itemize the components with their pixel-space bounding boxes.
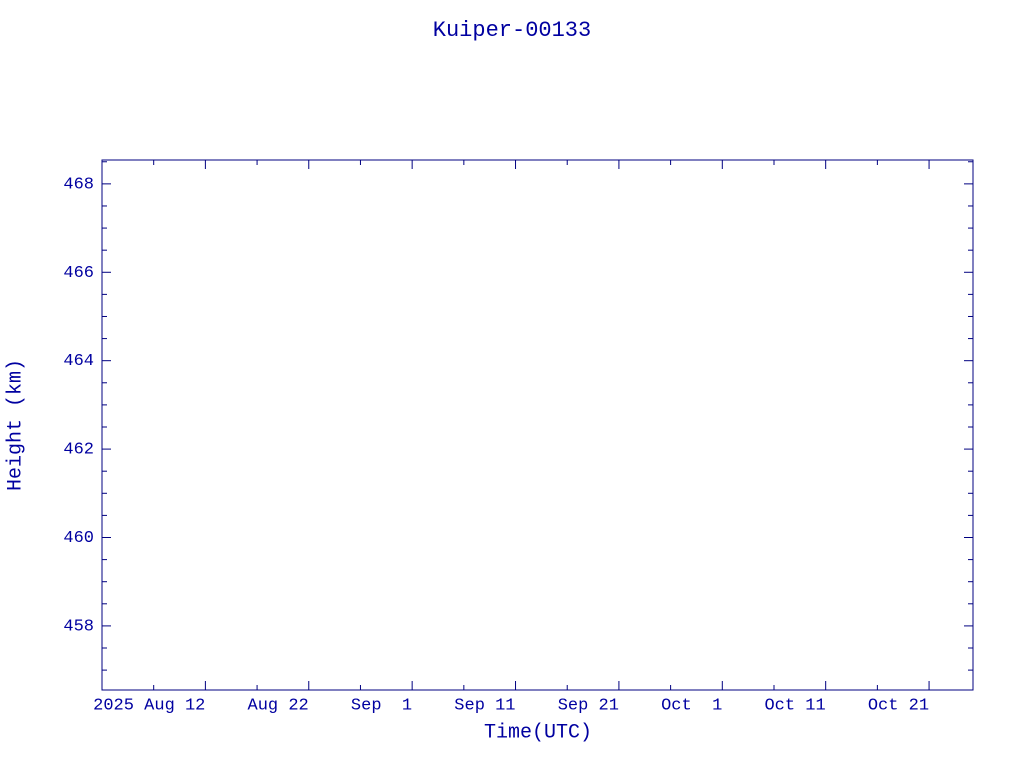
- x-tick-label: Sep 21: [558, 696, 619, 715]
- chart-title: Kuiper-00133: [433, 18, 591, 43]
- x-axis-label: Time(UTC): [484, 721, 592, 744]
- y-tick-label: 468: [63, 175, 94, 194]
- y-tick-label: 460: [63, 529, 94, 548]
- x-tick-label: Sep 11: [454, 696, 515, 715]
- x-tick-label: Oct 11: [764, 696, 825, 715]
- y-tick-label: 464: [63, 352, 94, 371]
- x-tick-label: 2025 Aug 12: [93, 696, 205, 715]
- y-axis-label: Height (km): [4, 359, 27, 491]
- x-tick-label: Aug 22: [248, 696, 309, 715]
- x-tick-label: Oct 21: [868, 696, 929, 715]
- plot-frame: [101, 159, 974, 691]
- x-tick-label: Sep 1: [351, 696, 412, 715]
- x-tick-label: Oct 1: [661, 696, 722, 715]
- y-tick-label: 466: [63, 264, 94, 283]
- y-tick-label: 458: [63, 617, 94, 636]
- y-tick-label: 462: [63, 441, 94, 460]
